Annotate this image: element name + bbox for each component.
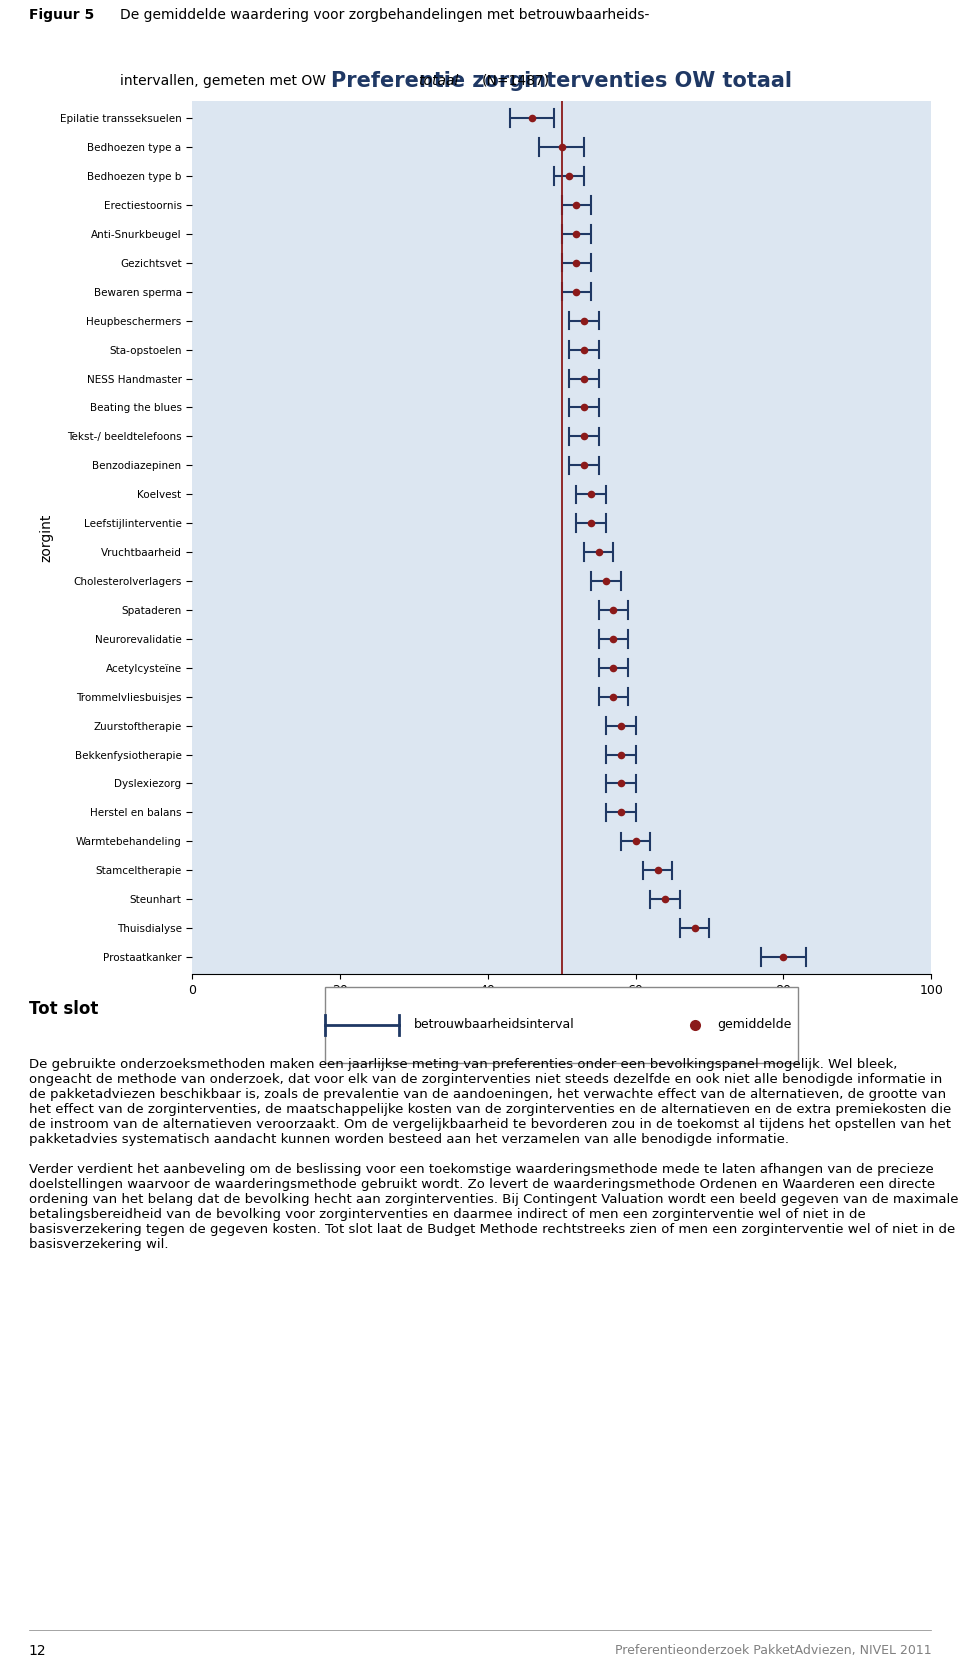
Bar bbox=[192, 855, 931, 885]
Bar bbox=[192, 827, 931, 855]
Text: totaal: totaal bbox=[419, 74, 459, 87]
Text: intervallen, gemeten met OW: intervallen, gemeten met OW bbox=[120, 74, 330, 87]
Bar bbox=[192, 741, 931, 769]
Text: (N=1487): (N=1487) bbox=[482, 74, 550, 87]
Text: Preferentieonderzoek PakketAdviezen, NIVEL 2011: Preferentieonderzoek PakketAdviezen, NIV… bbox=[614, 1645, 931, 1656]
Y-axis label: zorgint: zorgint bbox=[39, 514, 53, 561]
Bar bbox=[192, 942, 931, 971]
Bar bbox=[192, 104, 931, 133]
Bar bbox=[192, 625, 931, 654]
FancyBboxPatch shape bbox=[325, 986, 798, 1063]
Bar bbox=[192, 277, 931, 306]
Bar bbox=[192, 711, 931, 741]
Bar bbox=[192, 538, 931, 566]
Bar bbox=[192, 654, 931, 682]
Bar bbox=[192, 509, 931, 538]
Bar bbox=[192, 220, 931, 249]
Bar bbox=[192, 306, 931, 334]
Title: Preferentie zorginterventies OW totaal: Preferentie zorginterventies OW totaal bbox=[331, 71, 792, 91]
Bar bbox=[192, 798, 931, 827]
Bar bbox=[192, 365, 931, 393]
Bar bbox=[192, 249, 931, 277]
Bar bbox=[192, 566, 931, 595]
Bar bbox=[192, 334, 931, 365]
Bar bbox=[192, 595, 931, 625]
Bar bbox=[192, 769, 931, 798]
Text: gemiddelde: gemiddelde bbox=[717, 1018, 791, 1032]
Text: 12: 12 bbox=[29, 1643, 46, 1658]
Text: betrouwbaarheidsinterval: betrouwbaarheidsinterval bbox=[414, 1018, 574, 1032]
Bar bbox=[192, 133, 931, 161]
Bar bbox=[192, 190, 931, 220]
Text: De gebruikte onderzoeksmethoden maken een jaarlijkse meting van preferenties ond: De gebruikte onderzoeksmethoden maken ee… bbox=[29, 1058, 958, 1252]
Bar bbox=[192, 393, 931, 422]
Bar bbox=[192, 480, 931, 509]
Bar bbox=[192, 914, 931, 942]
Bar bbox=[192, 422, 931, 450]
Text: Figuur 5: Figuur 5 bbox=[29, 8, 94, 22]
Bar bbox=[192, 682, 931, 711]
Bar bbox=[192, 161, 931, 190]
Bar bbox=[192, 885, 931, 914]
Bar bbox=[192, 450, 931, 480]
Text: Tot slot: Tot slot bbox=[29, 1000, 98, 1018]
Text: De gemiddelde waardering voor zorgbehandelingen met betrouwbaarheids-: De gemiddelde waardering voor zorgbehand… bbox=[120, 8, 649, 22]
